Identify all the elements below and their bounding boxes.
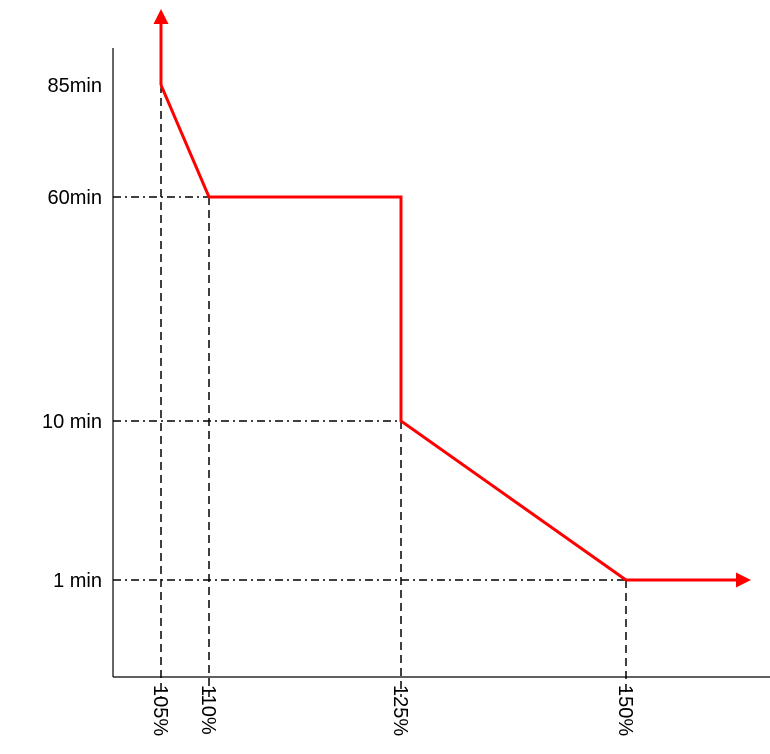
y-tick-label: 60min: [48, 187, 102, 209]
guide-lines: [113, 85, 627, 697]
y-tick-label: 1 min: [53, 570, 102, 592]
y-tick-labels: 85min 60min 10 min 1 min: [42, 75, 102, 592]
y-tick-label: 85min: [48, 75, 102, 97]
x-tick-label: 150%: [614, 685, 636, 736]
series-line: [153, 9, 751, 588]
x-tick-label: 110%: [197, 685, 219, 735]
y-tick-label: 10 min: [42, 411, 102, 433]
series-polyline: [159, 84, 627, 582]
x-tick-label: 105%: [149, 685, 171, 736]
x-tick-labels: 105% 110% 125% 150%: [149, 685, 636, 736]
x-tick-label: 125%: [389, 685, 411, 736]
